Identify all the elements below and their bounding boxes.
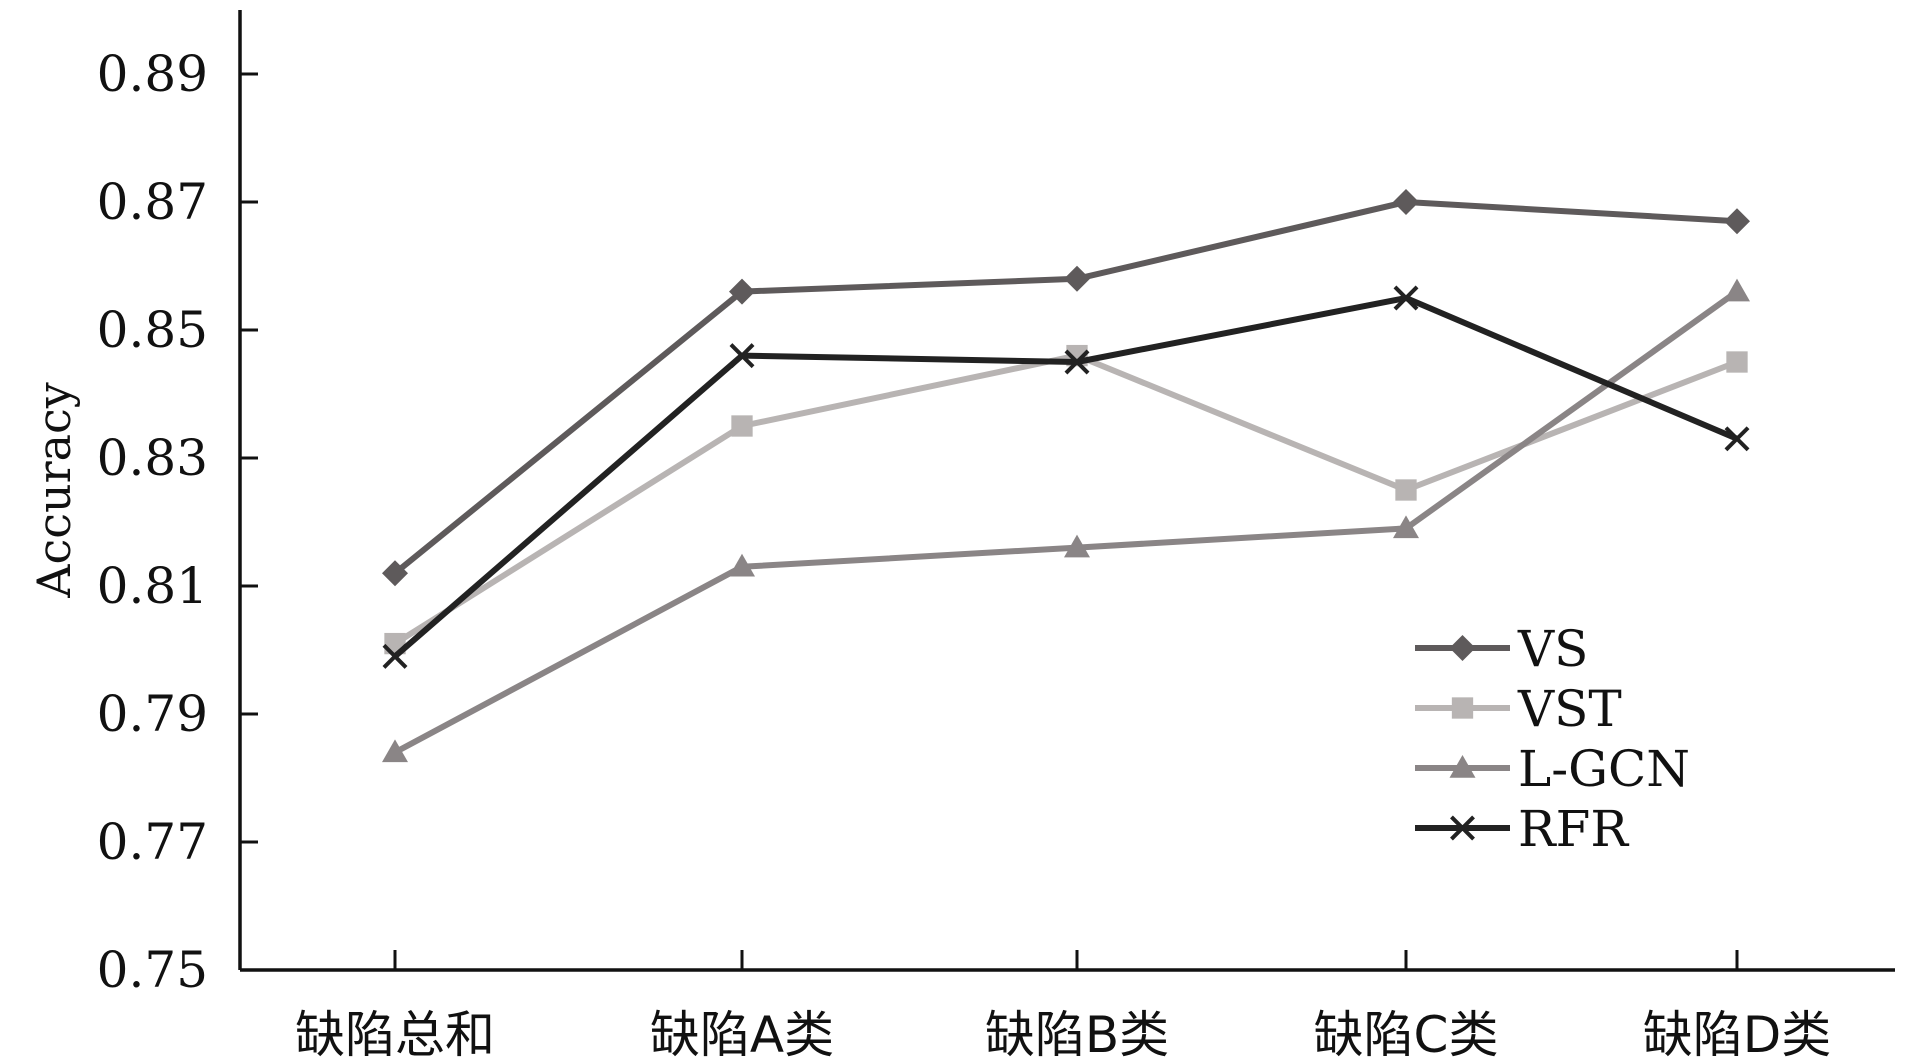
y-tick-label: 0.75 xyxy=(97,941,208,999)
data-point-vst xyxy=(1395,479,1417,501)
y-tick-label: 0.79 xyxy=(97,685,208,743)
y-ticks: 0.75 0.77 0.79 0.81 0.83 0.85 0.87 0.89 xyxy=(97,45,258,999)
data-point-l-gcn xyxy=(1064,534,1090,558)
data-point-rfr xyxy=(729,343,755,369)
data-point-rfr xyxy=(1724,426,1750,452)
y-tick-label: 0.77 xyxy=(97,813,208,871)
series-group xyxy=(382,189,1750,763)
legend-item: RFR xyxy=(1415,800,1629,858)
legend-label: VS xyxy=(1517,620,1588,678)
data-point-vs xyxy=(1724,208,1750,235)
data-point-l-gcn xyxy=(1724,278,1750,302)
data-point-vs xyxy=(729,278,755,305)
data-point-l-gcn xyxy=(729,553,755,577)
legend-item: VST xyxy=(1415,680,1622,738)
legend-label: RFR xyxy=(1518,800,1629,858)
axes xyxy=(238,10,1895,972)
data-point-vs xyxy=(1393,189,1419,215)
data-point-rfr xyxy=(1393,285,1419,311)
y-tick-label: 0.87 xyxy=(97,173,208,231)
data-point-legend-vs xyxy=(1449,635,1476,661)
y-tick-label: 0.83 xyxy=(97,429,208,487)
legend-label: VST xyxy=(1517,680,1622,738)
series-line-vst xyxy=(393,352,1739,647)
series-vst xyxy=(384,344,1748,655)
data-point-vs xyxy=(1064,265,1090,292)
x-tick-label: 缺陷D类 xyxy=(1643,1006,1832,1063)
data-point-vst xyxy=(1726,351,1748,373)
data-point-legend-rfr xyxy=(1450,815,1475,841)
x-tick-label: 缺陷A类 xyxy=(650,1006,834,1063)
x-tick-label: 缺陷C类 xyxy=(1314,1006,1499,1063)
data-point-vst xyxy=(731,415,753,437)
data-point-l-gcn xyxy=(382,739,408,763)
data-point-legend-l-gcn xyxy=(1449,755,1476,778)
y-tick-label: 0.81 xyxy=(97,557,208,615)
x-tick-label: 缺陷总和 xyxy=(295,1006,495,1063)
legend-item: L-GCN xyxy=(1415,740,1690,798)
data-point-legend-vst xyxy=(1451,697,1474,719)
y-tick-label: 0.89 xyxy=(97,45,208,103)
y-tick-label: 0.85 xyxy=(97,301,208,359)
x-ticks: 缺陷总和 缺陷A类 缺陷B类 缺陷C类 缺陷D类 xyxy=(295,950,1831,1063)
x-tick-label: 缺陷B类 xyxy=(985,1006,1169,1063)
legend-label: L-GCN xyxy=(1518,740,1690,798)
y-axis-title: Accuracy xyxy=(27,382,81,599)
data-point-rfr xyxy=(382,643,408,669)
data-point-vs xyxy=(382,560,408,587)
series-l-gcn xyxy=(382,278,1750,763)
legend-item: VS xyxy=(1415,620,1588,678)
series-vs xyxy=(382,189,1750,587)
series-rfr xyxy=(382,285,1750,669)
data-point-l-gcn xyxy=(1393,515,1419,539)
data-point-rfr xyxy=(1064,349,1090,375)
